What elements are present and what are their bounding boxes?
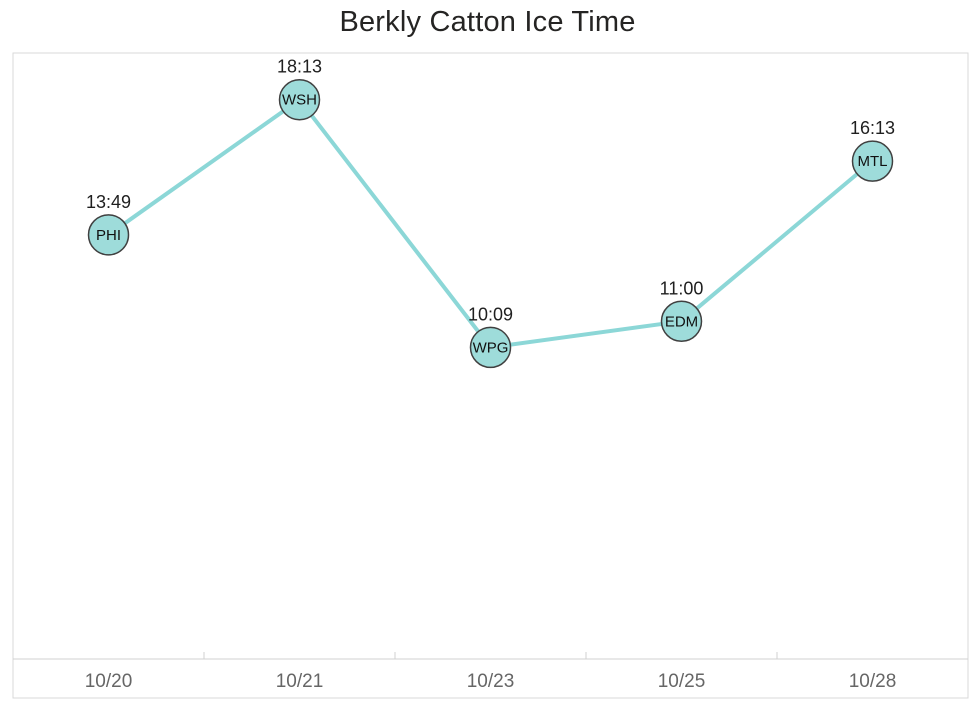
chart-title: Berkly Catton Ice Time bbox=[339, 6, 636, 38]
data-point-mtl[interactable] bbox=[851, 140, 894, 182]
value-label-mtl: 16:13 bbox=[850, 118, 895, 138]
team-label-phi: PHI bbox=[96, 227, 121, 244]
value-label-wpg: 10:09 bbox=[468, 304, 513, 324]
value-label-phi: 13:49 bbox=[86, 192, 131, 212]
team-label-mtl: MTL bbox=[858, 153, 888, 170]
team-label-wpg: WPG bbox=[473, 339, 509, 356]
data-point-wpg[interactable] bbox=[469, 326, 512, 369]
x-axis-label-3: 10/25 bbox=[658, 671, 706, 692]
value-label-wsh: 18:13 bbox=[277, 57, 322, 77]
team-label-wsh: WSH bbox=[282, 92, 317, 109]
data-point-edm[interactable] bbox=[660, 300, 703, 343]
x-axis-label-0: 10/20 bbox=[85, 671, 133, 692]
plot-area-border bbox=[12, 52, 969, 699]
x-axis-label-4: 10/28 bbox=[849, 671, 897, 692]
x-axis-label-2: 10/23 bbox=[467, 671, 515, 692]
team-label-edm: EDM bbox=[665, 313, 698, 330]
value-label-edm: 11:00 bbox=[660, 278, 704, 298]
data-point-wsh[interactable] bbox=[278, 78, 321, 121]
data-point-phi[interactable] bbox=[87, 214, 130, 256]
x-axis-label-1: 10/21 bbox=[276, 671, 324, 692]
